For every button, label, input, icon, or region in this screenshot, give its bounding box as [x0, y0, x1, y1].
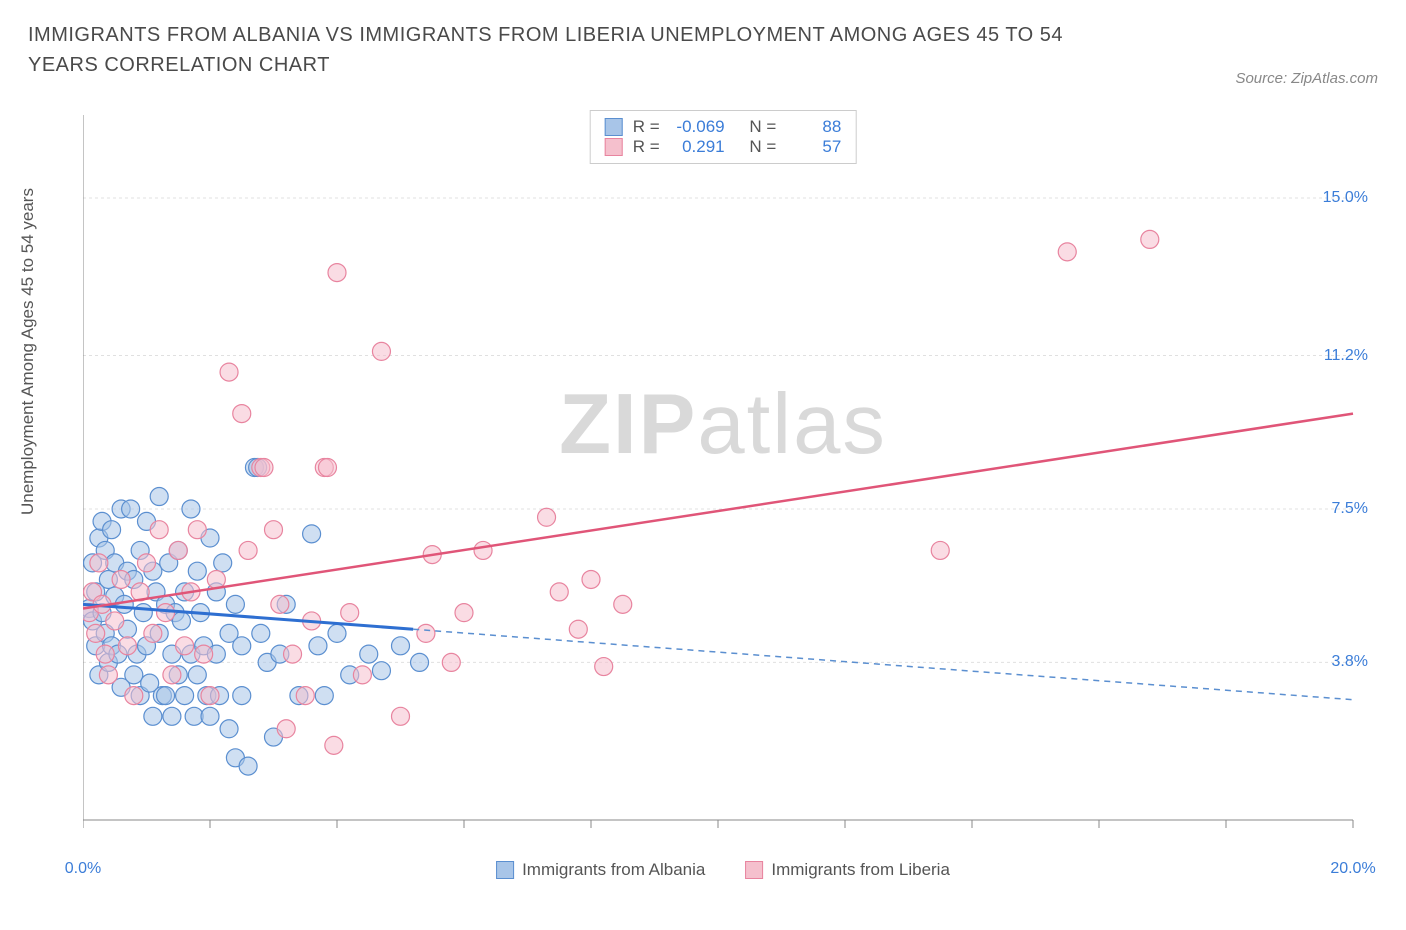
swatch-liberia	[605, 138, 623, 156]
swatch-albania-icon	[496, 861, 514, 879]
x-tick-label: 0.0%	[65, 860, 101, 878]
legend-stats-box: R = -0.069 N = 88 R = 0.291 N = 57	[590, 110, 857, 164]
scatter-plot: ZIPatlas R = -0.069 N = 88 R = 0.291 N =…	[83, 105, 1363, 850]
y-tick-label: 11.2%	[1324, 347, 1368, 365]
n-value-albania: 88	[786, 117, 841, 137]
chart-container: Unemployment Among Ages 45 to 54 years Z…	[28, 95, 1378, 885]
y-tick-label: 7.5%	[1332, 500, 1368, 518]
legend-stats-row-albania: R = -0.069 N = 88	[605, 117, 842, 137]
chart-title: IMMIGRANTS FROM ALBANIA VS IMMIGRANTS FR…	[28, 20, 1128, 80]
r-value-albania: -0.069	[670, 117, 725, 137]
legend-stats-row-liberia: R = 0.291 N = 57	[605, 137, 842, 157]
y-tick-label: 15.0%	[1323, 189, 1368, 207]
legend-item-liberia: Immigrants from Liberia	[745, 860, 950, 880]
plot-svg	[83, 105, 1363, 850]
swatch-albania	[605, 118, 623, 136]
r-value-liberia: 0.291	[670, 137, 725, 157]
n-value-liberia: 57	[786, 137, 841, 157]
x-tick-label: 20.0%	[1330, 860, 1375, 878]
swatch-liberia-icon	[745, 861, 763, 879]
y-tick-label: 3.8%	[1332, 653, 1368, 671]
legend-item-albania: Immigrants from Albania	[496, 860, 705, 880]
bottom-legend: Immigrants from Albania Immigrants from …	[496, 860, 950, 880]
source-credit: Source: ZipAtlas.com	[1235, 70, 1378, 87]
y-axis-label: Unemployment Among Ages 45 to 54 years	[18, 188, 38, 515]
